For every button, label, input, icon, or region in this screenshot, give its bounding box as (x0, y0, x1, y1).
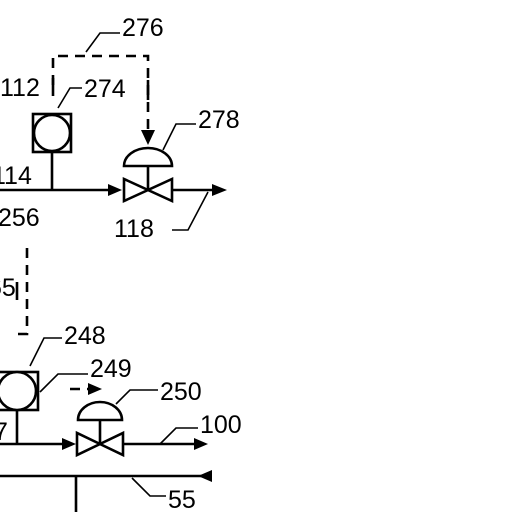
label-55: 55 (168, 486, 196, 512)
pipe-118-arrowhead (212, 184, 227, 196)
pipe-7-arrowhead (62, 438, 76, 450)
upper-assembly: 276 112 274 114 278 118 (0, 14, 240, 243)
actuator-250 (76, 400, 124, 422)
valve-250-right (96, 430, 125, 458)
signal-arrowhead-276 (141, 130, 155, 145)
valve-118-left (122, 176, 152, 204)
pipe-100-arrowhead (194, 438, 208, 450)
leader-100 (159, 427, 198, 445)
pipe-55-arrowhead (198, 470, 212, 482)
label-100: 100 (200, 411, 242, 439)
signal-arrowhead-249 (88, 383, 102, 395)
valve-250-left (75, 430, 104, 458)
leader-248 (29, 337, 62, 367)
label-276: 276 (122, 14, 164, 42)
valve-118-right (144, 176, 174, 204)
label-256: 256 (0, 204, 40, 232)
pipe-114-arrowhead (108, 184, 122, 196)
signal-line-256 (12, 248, 29, 336)
label-250: 250 (160, 378, 202, 406)
leader-249 (39, 373, 88, 393)
label-114: 114 (0, 162, 32, 190)
leader-276 (85, 32, 120, 53)
leader-55 (131, 477, 166, 497)
label-278: 278 (198, 106, 240, 134)
actuator-278 (122, 146, 174, 168)
lower-assembly: 248 249 7 250 100 55 (0, 322, 242, 512)
label-118: 118 (114, 215, 154, 243)
leader-274 (57, 87, 82, 109)
label-249: 249 (90, 355, 132, 383)
label-65: 65 (0, 274, 16, 302)
label-112: 112 (0, 74, 40, 102)
label-274: 274 (84, 75, 126, 103)
label-248: 248 (64, 322, 106, 350)
leader-278 (162, 123, 196, 151)
leader-118 (172, 191, 209, 231)
controller-274-circle (32, 113, 72, 153)
middle-section: 256 65 (0, 204, 40, 336)
leader-250 (115, 389, 158, 405)
label-7: 7 (0, 418, 8, 446)
controller-248-circle (0, 370, 38, 412)
